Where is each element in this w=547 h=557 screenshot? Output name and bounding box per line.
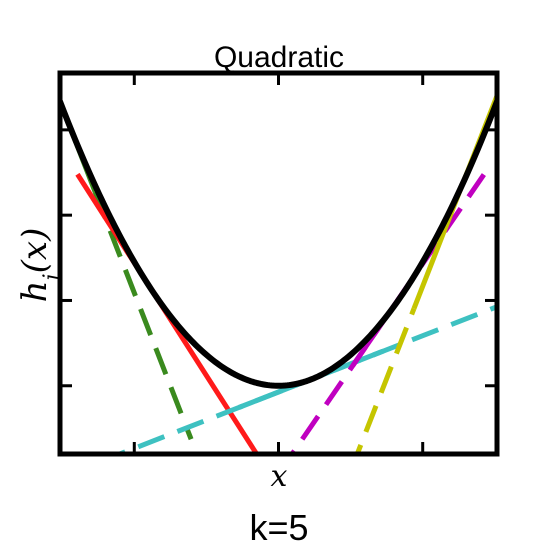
y-axis-label: hi(x) <box>15 228 65 303</box>
quadratic-curve <box>60 98 497 389</box>
y-axis-label-argument: (x) <box>15 228 55 274</box>
y-axis-label-subscript: i <box>40 273 65 280</box>
chart-title: Quadratic <box>214 41 344 74</box>
chart-caption: k=5 <box>249 507 308 548</box>
x-axis-label: x <box>271 459 288 494</box>
tangent-line-1-dashed <box>92 190 194 441</box>
plot-area <box>60 94 497 454</box>
tangent-line-5-dashed <box>354 307 417 454</box>
axis-ticks <box>60 73 497 454</box>
y-axis-label-h: h <box>15 280 55 302</box>
